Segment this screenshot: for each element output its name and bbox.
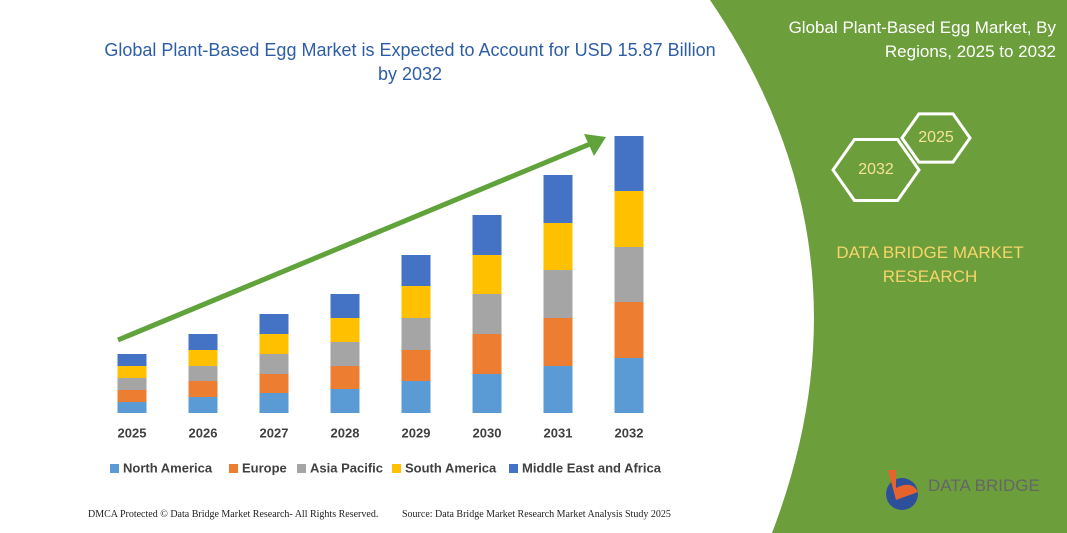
hexagons: 2032 2025: [831, 112, 972, 203]
bar-segment: [401, 318, 431, 350]
bar-segment: [543, 366, 573, 413]
bar-segment: [543, 270, 573, 318]
panel-title: Global Plant-Based Egg Market, By Region…: [788, 18, 1056, 61]
legend-swatch: [297, 464, 306, 473]
bar-segment: [472, 334, 502, 374]
bar-segment: [401, 255, 431, 286]
bar-segment: [117, 378, 147, 390]
x-tick-label: 2032: [615, 425, 644, 440]
bar-segment: [117, 354, 147, 366]
legend-swatch: [509, 464, 518, 473]
bar-segment: [188, 397, 218, 413]
legend-label: South America: [405, 460, 497, 475]
bar-segment: [188, 350, 218, 366]
bar-segment: [330, 294, 360, 318]
bar-segment: [614, 302, 644, 358]
hexagon-label: 2032: [858, 161, 894, 178]
legend-swatch: [229, 464, 238, 473]
bar-segment: [259, 334, 289, 354]
legend-swatch: [392, 464, 401, 473]
x-tick-label: 2026: [189, 425, 218, 440]
x-tick-label: 2025: [118, 425, 147, 440]
logo-icon: [886, 470, 918, 510]
x-tick-label: 2030: [473, 425, 502, 440]
legend-label: Middle East and Africa: [522, 460, 662, 475]
trend-arrowhead: [584, 134, 606, 156]
bar-segment: [543, 223, 573, 270]
footer-right: Source: Data Bridge Market Research Mark…: [402, 509, 671, 520]
bar-segment: [188, 334, 218, 350]
hexagon: [900, 112, 972, 164]
bar-segment: [259, 314, 289, 334]
bar-segment: [472, 215, 502, 255]
legend-label: North America: [123, 460, 213, 475]
brand-text: DATA BRIDGE MARKET RESEARCH: [836, 243, 1024, 286]
logo-text: DATA BRIDGE: [928, 476, 1040, 495]
bar-segment: [259, 354, 289, 374]
bar-segment: [330, 366, 360, 389]
bar-segment: [543, 175, 573, 223]
legend-label: Asia Pacific: [310, 460, 383, 475]
bar-segment: [401, 286, 431, 318]
bar-segment: [614, 191, 644, 247]
bar-segment: [614, 136, 644, 191]
bar-segment: [188, 381, 218, 397]
bar-segment: [614, 247, 644, 302]
legend-label: Europe: [242, 460, 287, 475]
bar-segment: [330, 342, 360, 366]
green-panel: [710, 0, 1067, 533]
bar-segment: [614, 358, 644, 413]
bar-segment: [472, 294, 502, 334]
legend-swatch: [110, 464, 119, 473]
x-tick-label: 2028: [331, 425, 360, 440]
bar-segment: [330, 389, 360, 413]
trend-arrow: [117, 141, 591, 343]
bar-segment: [259, 393, 289, 413]
hexagon: [831, 137, 921, 203]
x-tick-label: 2031: [544, 425, 573, 440]
x-tick-label: 2029: [402, 425, 431, 440]
hexagon-label: 2025: [918, 129, 954, 146]
bar-segment: [117, 366, 147, 378]
bar-segment: [401, 381, 431, 413]
footer-left: DMCA Protected © Data Bridge Market Rese…: [88, 509, 379, 520]
bar-segment: [472, 255, 502, 294]
x-tick-label: 2027: [260, 425, 289, 440]
bar-segment: [188, 366, 218, 381]
bar-segment: [259, 374, 289, 393]
bar-segment: [117, 402, 147, 413]
bar-segment: [543, 318, 573, 366]
chart-title: Global Plant-Based Egg Market is Expecte…: [104, 40, 716, 84]
bar-segment: [472, 374, 502, 413]
bar-segment: [117, 390, 147, 402]
bar-segment: [401, 350, 431, 381]
bar-segment: [330, 318, 360, 342]
